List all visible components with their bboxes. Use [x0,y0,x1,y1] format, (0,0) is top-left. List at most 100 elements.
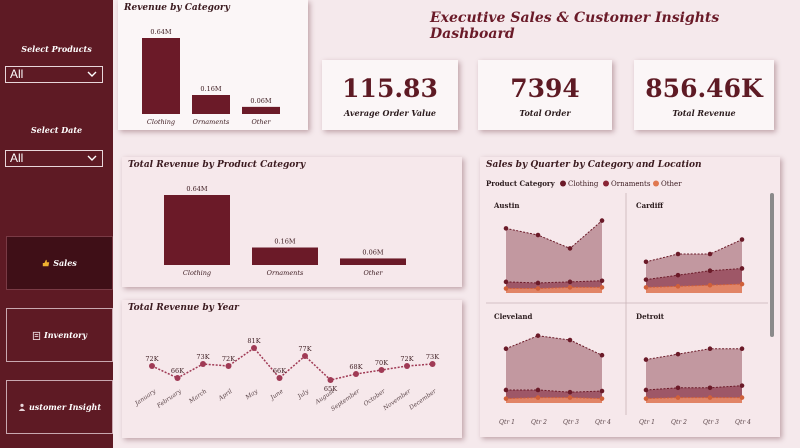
line-clothing-detroit [645,348,742,361]
select-date-dropdown[interactable]: All [5,150,103,167]
kpi-total-revenue-label: Total Revenue [672,108,736,118]
x-tick-label: March [187,388,208,406]
x-tick-label: Qtr 1 [639,419,655,426]
line-point [302,353,308,359]
point-other [675,284,681,289]
kpi-average-order-value-label: Average Order Value [344,108,436,118]
point-clothing [675,251,681,257]
line-clothing-austin [505,220,603,250]
point-ornaments [599,388,605,394]
point-clothing [707,346,713,352]
nav-sales-button[interactable]: Sales [6,236,113,290]
x-tick-label: June [268,388,285,403]
point-ornaments [643,277,649,282]
nav-customer-insight-button[interactable]: ustomer Insight [6,380,113,434]
point-clothing [535,333,541,338]
sales-by-quarter-title: Sales by Quarter by Category and Locatio… [486,160,702,170]
legend-marker-ornaments [603,180,609,187]
line-ornaments-cleveland [506,389,603,393]
nav-inventory-button[interactable]: Inventory [6,308,113,362]
bar-other [242,106,280,114]
bar-data-label: 0.16M [274,238,295,246]
point-ornaments [599,278,605,284]
point-other [535,395,541,400]
point-clothing [707,251,713,257]
revenue-by-category-title: Revenue by Category [124,3,230,13]
point-ornaments [675,272,681,278]
line-point [378,367,385,373]
select-products-dropdown[interactable]: All [5,66,103,83]
line-data-label: 72K [400,355,413,363]
line-point [276,375,283,381]
x-tick-label: April [217,388,234,403]
line-data-label: 72K [145,355,158,363]
point-ornaments [707,385,713,391]
bar-data-label: 0.06M [250,97,271,105]
nav-inventory-label: Inventory [43,330,87,340]
area-clothing-cleveland [506,335,602,403]
point-other [599,396,605,401]
bar-data-label: 0.64M [150,28,171,36]
point-ornaments [643,387,649,393]
line-data-label: 73K [196,353,209,361]
select-products-label: Select Products [21,44,92,54]
person-icon [18,403,26,411]
total-revenue-by-year-title: Total Revenue by Year [128,303,239,313]
line-clothing-cardiff [645,239,743,263]
dashboard-title: Executive Sales & Customer Insights Dash… [430,10,720,42]
x-tick-label: November [381,387,413,412]
point-ornaments [739,383,745,388]
x-tick-label: Other [363,269,383,277]
point-clothing [567,337,573,343]
line-point [251,345,257,351]
panel-title-cardiff: Cardiff [636,201,664,210]
kpi-total-order: 7394 [510,74,580,103]
point-clothing [503,226,509,231]
x-tick-label: Ornaments [193,118,230,126]
area-other-cardiff [646,284,742,293]
bar-data-label: 0.06M [362,248,383,256]
point-other [535,286,541,291]
line-point [174,375,181,381]
x-tick-label: Qtr 2 [671,419,687,426]
point-other [567,395,573,400]
point-clothing [739,346,745,352]
line-data-label: 65K [324,385,337,393]
point-clothing [643,259,649,265]
x-tick-label: Qtr 3 [703,419,719,426]
select-date-value: All [10,151,24,165]
point-other [675,395,681,400]
point-other [503,396,509,401]
kpi-total-revenue: 856.46K [645,74,763,103]
revenue-line [151,346,433,381]
x-tick-label: Qtr 4 [735,419,751,426]
point-ornaments [675,385,681,391]
x-tick-label: Other [251,118,271,126]
x-tick-label: May [244,388,260,402]
point-other [643,396,649,401]
bar-data-label: 0.16M [200,85,221,93]
legend-label-ornaments: Ornaments [611,180,651,188]
x-tick-label: February [155,388,183,411]
point-other [599,285,605,290]
sales-by-quarter-card: Sales by Quarter by Category and Locatio… [480,157,780,437]
clipboard-icon [32,331,41,340]
point-other [567,285,573,290]
x-tick-label: Clothing [183,269,211,277]
legend-marker-other [653,180,659,187]
point-other [707,395,713,400]
point-other [739,281,745,287]
total-revenue-by-product-category-chart: 0.64M Clothing 0.16M Ornaments 0.06M Other [164,185,406,277]
line-data-label: 66K [171,367,184,375]
x-tick-label: July [295,388,311,402]
point-ornaments [503,387,509,393]
point-other [643,285,649,290]
line-ornaments-cardiff [645,267,743,281]
total-revenue-by-year-card: Total Revenue by Year 72K January 66K Febru… [122,300,462,438]
sales-by-quarter-chart: Product Category Clothing Ornaments Other Au… [486,179,774,426]
point-ornaments [567,389,573,395]
kpi-total-order-label: Total Order [519,108,571,118]
point-ornaments [535,387,541,393]
point-ornaments [739,266,745,271]
point-clothing [739,237,745,242]
